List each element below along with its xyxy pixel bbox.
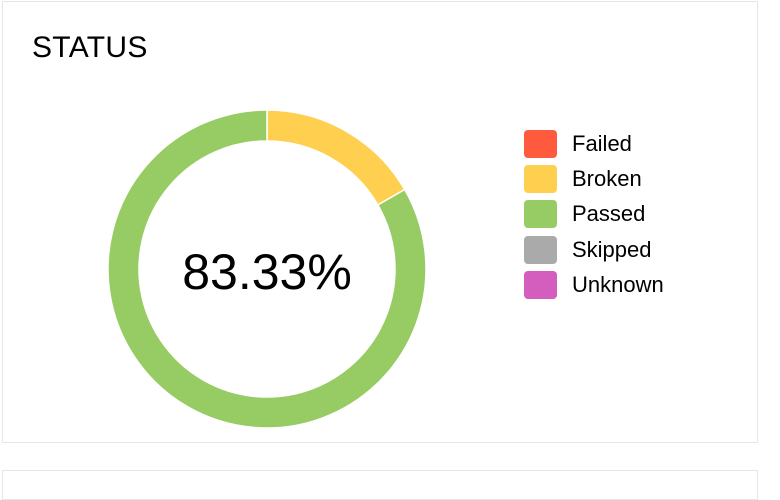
legend-item-broken[interactable]: Broken <box>524 161 664 196</box>
status-legend: Failed Broken Passed Skipped Unknown <box>524 126 664 302</box>
widget-title: STATUS <box>32 31 148 64</box>
slice-broken[interactable] <box>266 109 406 207</box>
legend-swatch <box>524 164 557 193</box>
slice-passed[interactable] <box>107 109 427 429</box>
legend-swatch <box>524 235 557 264</box>
legend-item-passed[interactable]: Passed <box>524 197 664 232</box>
legend-swatch <box>524 200 557 229</box>
pass-rate-label: 83.33% <box>182 244 352 300</box>
legend-swatch <box>524 270 557 299</box>
legend-label: Skipped <box>572 236 652 262</box>
donut-slices <box>107 109 427 429</box>
legend-item-skipped[interactable]: Skipped <box>524 232 664 267</box>
legend-label: Failed <box>572 130 632 156</box>
legend-label: Broken <box>572 165 642 191</box>
legend-item-failed[interactable]: Failed <box>524 126 664 161</box>
legend-label: Unknown <box>572 271 664 297</box>
legend-swatch <box>524 129 557 158</box>
status-widget: STATUS 83.33% Failed Broken Passed Skipped U… <box>2 1 758 443</box>
legend-item-unknown[interactable]: Unknown <box>524 267 664 302</box>
legend-label: Passed <box>572 201 646 227</box>
status-donut-chart: 83.33% <box>107 109 427 429</box>
next-widget <box>2 470 758 500</box>
